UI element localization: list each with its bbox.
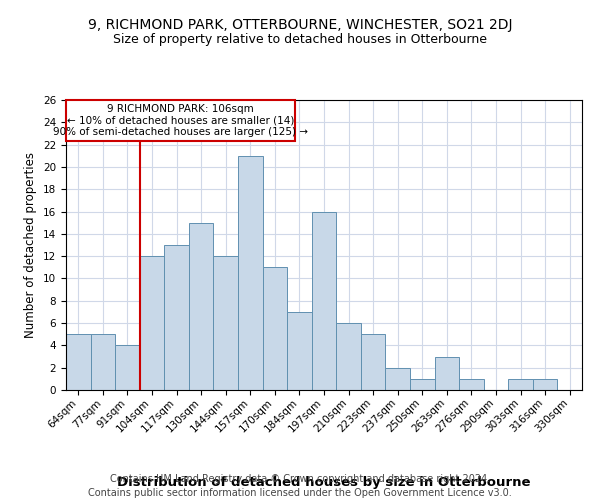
X-axis label: Distribution of detached houses by size in Otterbourne: Distribution of detached houses by size … [117, 476, 531, 489]
Bar [287, 312, 312, 390]
Bar [238, 156, 263, 390]
Bar [312, 212, 336, 390]
Y-axis label: Number of detached properties: Number of detached properties [25, 152, 37, 338]
Text: Size of property relative to detached houses in Otterbourne: Size of property relative to detached ho… [113, 32, 487, 46]
Text: ← 10% of detached houses are smaller (14): ← 10% of detached houses are smaller (14… [67, 116, 294, 126]
Bar [459, 379, 484, 390]
Text: 9 RICHMOND PARK: 106sqm: 9 RICHMOND PARK: 106sqm [107, 104, 254, 114]
Bar [189, 222, 214, 390]
Bar [361, 334, 385, 390]
Bar [410, 379, 434, 390]
Bar [214, 256, 238, 390]
Bar [66, 334, 91, 390]
Bar [336, 323, 361, 390]
Text: Contains HM Land Registry data © Crown copyright and database right 2024.
Contai: Contains HM Land Registry data © Crown c… [88, 474, 512, 498]
Bar [533, 379, 557, 390]
Bar [115, 346, 140, 390]
Text: 90% of semi-detached houses are larger (125) →: 90% of semi-detached houses are larger (… [53, 127, 308, 137]
Bar [434, 356, 459, 390]
Bar [508, 379, 533, 390]
Bar [164, 245, 189, 390]
Bar [140, 256, 164, 390]
FancyBboxPatch shape [66, 100, 295, 141]
Bar [91, 334, 115, 390]
Bar [385, 368, 410, 390]
Text: 9, RICHMOND PARK, OTTERBOURNE, WINCHESTER, SO21 2DJ: 9, RICHMOND PARK, OTTERBOURNE, WINCHESTE… [88, 18, 512, 32]
Bar [263, 268, 287, 390]
